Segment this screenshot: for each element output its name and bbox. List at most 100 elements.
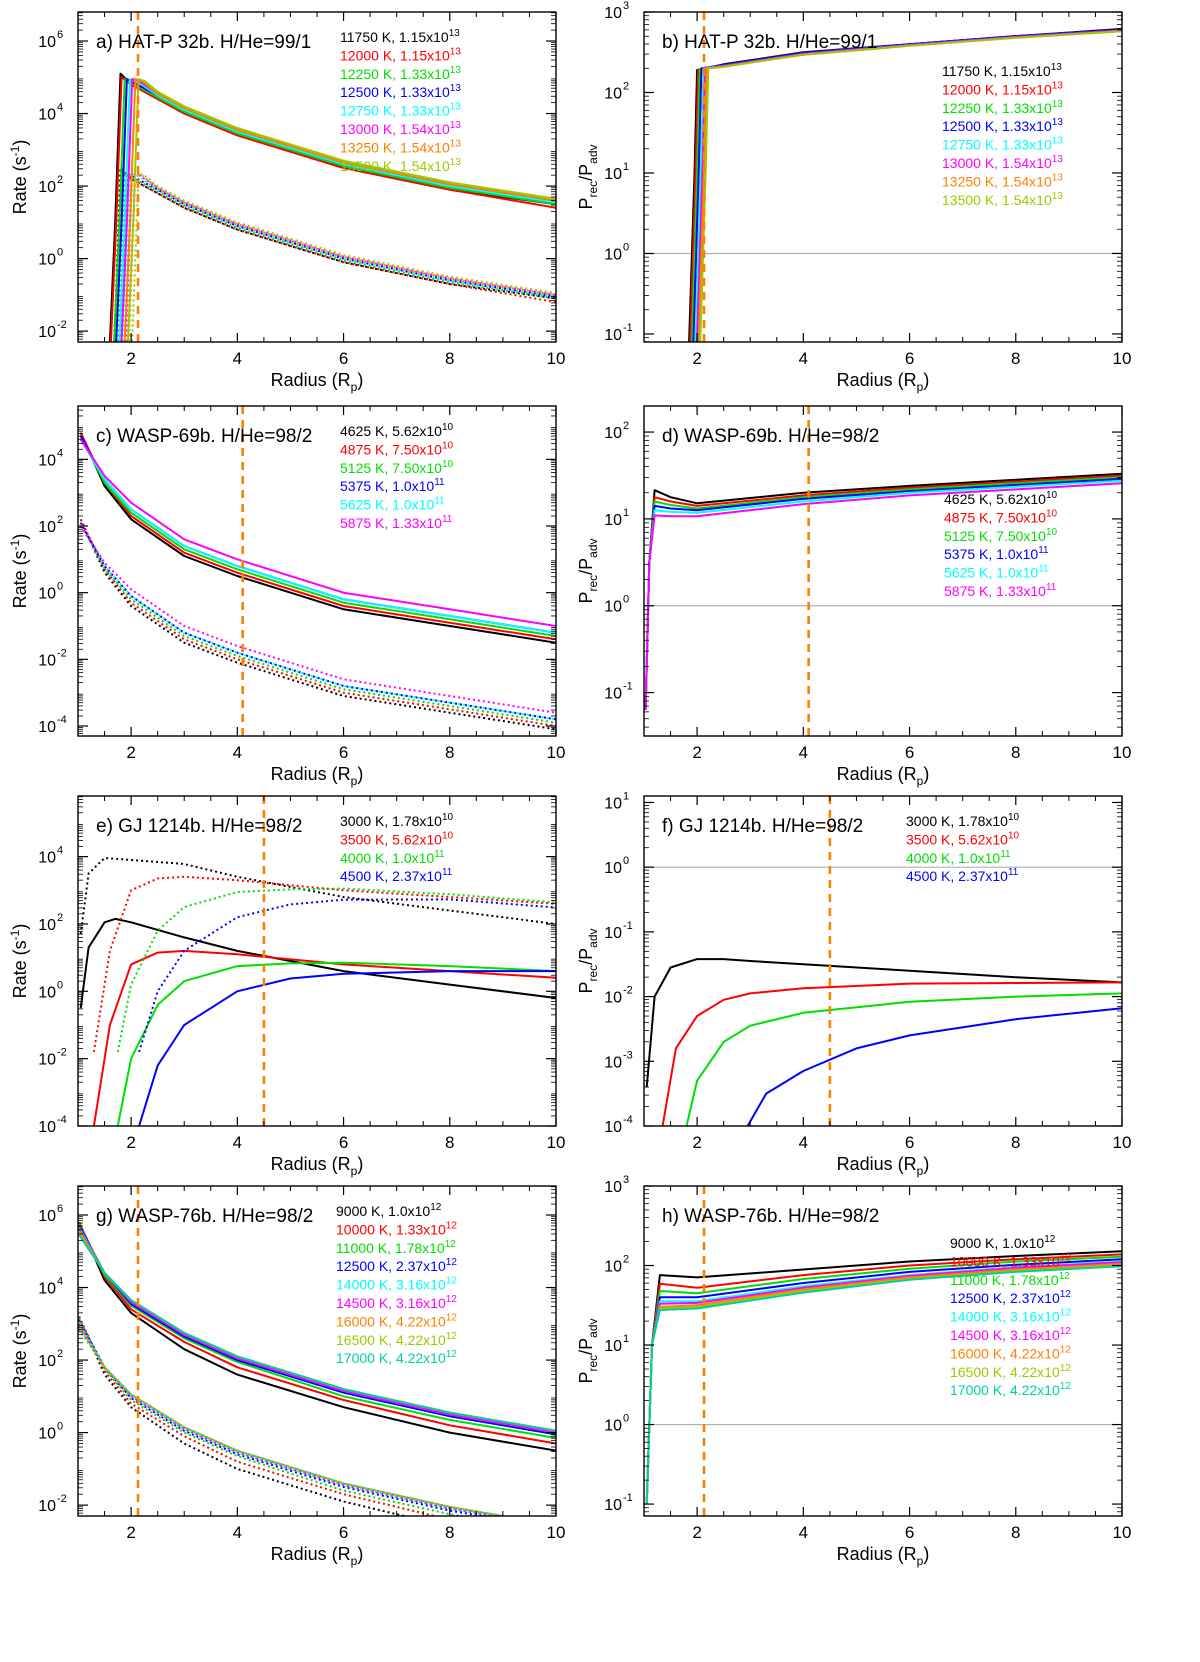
x-axis-label-subscript: p: [351, 774, 358, 788]
legend-entry-3: 5125 K, 7.50x1010: [340, 459, 454, 476]
series-dotted-1: [113, 165, 556, 342]
legend-entry-text: 4500 K, 2.37x10: [906, 868, 1008, 884]
legend-entry-text: 4000 K, 1.0x10: [340, 850, 434, 866]
y-axis-label-mid: /P: [576, 558, 596, 575]
x-tick-label: 6: [905, 1133, 914, 1152]
legend-entry-text: 13500 K, 1.54x10: [942, 192, 1052, 208]
legend-entry-text: 4875 K, 7.50x10: [944, 509, 1046, 525]
y-tick-label: 10: [604, 1418, 622, 1435]
legend-entry-exponent: 12: [1060, 1381, 1072, 1392]
series-line-4: [138, 970, 556, 1126]
legend-entry-text: 14500 K, 3.16x10: [950, 1327, 1060, 1343]
y-tick-label: 10: [38, 917, 56, 934]
x-axis-label-text: Radius (R: [837, 764, 917, 784]
legend-entry-text: 16500 K, 4.22x10: [950, 1364, 1060, 1380]
y-tick-exponent: 2: [623, 420, 629, 432]
legend-entry-text: 13000 K, 1.54x10: [340, 121, 450, 137]
y-axis-label: Rate (s-1): [8, 924, 30, 999]
legend-entry-exponent: 13: [1052, 154, 1064, 165]
legend-entry-text: 3500 K, 5.62x10: [906, 831, 1008, 847]
y-tick-exponent: 4: [57, 845, 63, 857]
legend-entry-4: 12500 K, 2.37x1012: [336, 1257, 457, 1274]
legend-entry-exponent: 13: [449, 28, 461, 39]
x-tick-label: 4: [233, 743, 242, 762]
legend-entry-exponent: 10: [442, 812, 454, 823]
y-tick-exponent: 2: [57, 174, 63, 186]
legend-entry-exponent: 13: [450, 102, 462, 113]
x-axis-label-close: ): [357, 764, 363, 784]
legend-entry-3: 11000 K, 1.78x1012: [950, 1271, 1070, 1288]
legend-entry-exponent: 12: [446, 1312, 458, 1323]
y-tick-label: 10: [604, 425, 622, 442]
x-tick-label: 2: [126, 1523, 135, 1542]
y-tick-exponent: 0: [57, 581, 63, 593]
y-tick-exponent: 0: [57, 1421, 63, 1433]
curves: [645, 958, 1122, 1126]
legend-entry-exponent: 11: [434, 496, 445, 507]
y-axis-label-text: P: [576, 982, 596, 994]
y-tick-exponent: 1: [623, 1333, 629, 1345]
legend-entry-1: 11750 K, 1.15x1013: [340, 28, 460, 45]
legend-entry-exponent: 10: [442, 440, 454, 451]
legend-entry-4: 5375 K, 1.0x1011: [944, 545, 1049, 562]
x-tick-label: 10: [547, 1133, 566, 1152]
y-tick-label: 10: [604, 327, 622, 344]
legend-entry-1: 4625 K, 5.62x1010: [944, 490, 1058, 507]
y-tick-label: 10: [38, 1498, 56, 1515]
legend-entry-exponent: 12: [1060, 1326, 1072, 1337]
x-axis-label-text: Radius (R: [837, 1544, 917, 1564]
legend-entry-text: 5375 K, 1.0x10: [340, 478, 434, 494]
legend-entry-8: 13500 K, 1.54x1013: [942, 191, 1063, 208]
curves: [645, 1250, 1122, 1505]
legend-entry-2: 4875 K, 7.50x1010: [944, 508, 1058, 525]
series-line-1: [645, 958, 1122, 1088]
y-tick-exponent: 3: [623, 1174, 629, 1186]
legend-entry-exponent: 13: [1052, 117, 1064, 128]
legend-entry-text: 9000 K, 1.0x10: [950, 1235, 1044, 1251]
x-axis-label-close: ): [357, 1154, 363, 1174]
series-dotted-1: [79, 518, 556, 731]
series-line-5: [118, 78, 556, 342]
curves: [78, 1221, 556, 1516]
legend-entry-2: 10000 K, 1.33x1012: [336, 1220, 457, 1237]
legend-entry-exponent: 11: [1046, 582, 1057, 593]
x-axis-label-subscript: p: [351, 1164, 358, 1178]
x-tick-label: 8: [445, 349, 454, 368]
legend-entry-exponent: 12: [446, 1294, 458, 1305]
x-axis-label-text: Radius (R: [837, 1154, 917, 1174]
series-dotted-4: [79, 522, 556, 721]
y-tick-label: 10: [38, 1052, 56, 1069]
legend-entry-exponent: 13: [450, 120, 462, 131]
x-axis-label: Radius (Rp): [271, 370, 364, 394]
series-line-1: [688, 27, 1122, 342]
series-dotted-9: [78, 1328, 509, 1516]
x-tick-label: 10: [547, 1523, 566, 1542]
legend-entry-text: 3000 K, 1.78x10: [340, 813, 442, 829]
series-dotted-8: [131, 172, 556, 342]
y-tick-exponent: 2: [623, 1254, 629, 1266]
series-dotted-1: [78, 1316, 409, 1516]
series-dotted-2: [78, 1316, 440, 1516]
legend-entry-1: 9000 K, 1.0x1012: [950, 1234, 1056, 1251]
y-axis-label: Prec/Padv: [576, 1318, 600, 1383]
y-tick-exponent: 0: [57, 979, 63, 991]
y-axis-label: Rate (s-1): [8, 1314, 30, 1389]
y-tick-exponent: 0: [623, 594, 629, 606]
legend-entry-3: 12250 K, 1.33x1013: [340, 65, 461, 82]
y-tick-exponent: 1: [623, 790, 629, 802]
plot-frame: [77, 1185, 557, 1517]
x-tick-label: 10: [1113, 349, 1132, 368]
x-axis-label-text: Radius (R: [271, 764, 351, 784]
x-tick-label: 4: [233, 1523, 242, 1542]
y-tick-label: 10: [38, 107, 56, 124]
x-tick-label: 4: [799, 1523, 808, 1542]
y-tick-exponent: 0: [623, 1413, 629, 1425]
legend-entry-4: 4500 K, 2.37x1011: [906, 867, 1019, 884]
legend-entry-3: 12250 K, 1.33x1013: [942, 99, 1063, 116]
x-tick-label: 8: [445, 1523, 454, 1542]
y-tick-label: 10: [38, 179, 56, 196]
y-axis-label-text: Rate (s: [10, 940, 30, 998]
y-tick-label: 10: [38, 719, 56, 736]
